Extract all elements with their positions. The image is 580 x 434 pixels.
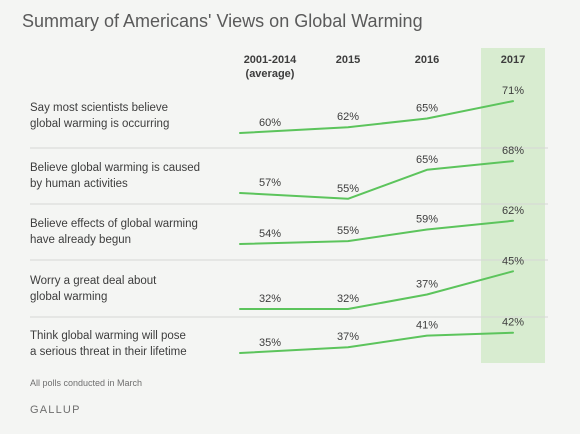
data-label: 54% <box>259 228 281 240</box>
series-line <box>239 100 514 134</box>
footnote: All polls conducted in March <box>30 378 143 388</box>
row-label-line1: Believe effects of global warming <box>30 218 198 230</box>
row-label-line1: Believe global warming is caused <box>30 162 200 174</box>
data-label: 62% <box>502 205 524 217</box>
column-header: 2015 <box>336 54 360 66</box>
row-labels: Say most scientists believe global warmin… <box>30 102 200 358</box>
data-label: 32% <box>259 293 281 305</box>
row-label-line2: a serious threat in their lifetime <box>30 346 187 358</box>
data-label: 35% <box>259 337 281 349</box>
series-line <box>239 219 514 245</box>
data-label: 68% <box>502 145 524 157</box>
data-label: 55% <box>337 183 359 195</box>
column-header: 2001-2014 <box>244 54 297 66</box>
data-label: 37% <box>337 331 359 343</box>
row-label-line2: by human activities <box>30 178 128 190</box>
data-label: 45% <box>502 255 524 267</box>
series-line <box>239 331 514 354</box>
row-label-line2: have already begun <box>30 234 131 246</box>
data-label: 60% <box>259 117 281 129</box>
series-line <box>239 160 514 200</box>
row-label-line1: Worry a great deal about <box>30 275 157 287</box>
source-label: GALLUP <box>30 404 81 416</box>
chart-title: Summary of Americans' Views on Global Wa… <box>22 11 423 31</box>
data-label: 55% <box>337 225 359 237</box>
data-label: 71% <box>502 85 524 97</box>
data-label: 59% <box>416 214 438 226</box>
data-label: 32% <box>337 293 359 305</box>
series-line <box>239 270 514 310</box>
row-label-line2: global warming is occurring <box>30 118 169 130</box>
data-label: 65% <box>416 103 438 115</box>
data-label: 42% <box>502 317 524 329</box>
row-label-line2: global warming <box>30 291 107 303</box>
column-header: 2016 <box>415 54 439 66</box>
value-labels: 60% 62% 65% 71% 57% 55% 65% 68% 54% 55% 59% 62% 32% 3… <box>259 85 524 349</box>
column-header: 2017 <box>501 54 525 66</box>
column-header-sub: (average) <box>246 68 295 80</box>
data-label: 65% <box>416 154 438 166</box>
row-label-line1: Think global warming will pose <box>30 330 186 342</box>
divider-layer <box>30 147 548 318</box>
data-label: 62% <box>337 111 359 123</box>
data-label: 41% <box>416 320 438 332</box>
data-label: 57% <box>259 177 281 189</box>
row-label-line1: Say most scientists believe <box>30 102 168 114</box>
data-label: 37% <box>416 279 438 291</box>
column-headers: 2001-2014 (average) 2015 2016 2017 <box>244 54 526 80</box>
series-lines <box>239 100 514 354</box>
